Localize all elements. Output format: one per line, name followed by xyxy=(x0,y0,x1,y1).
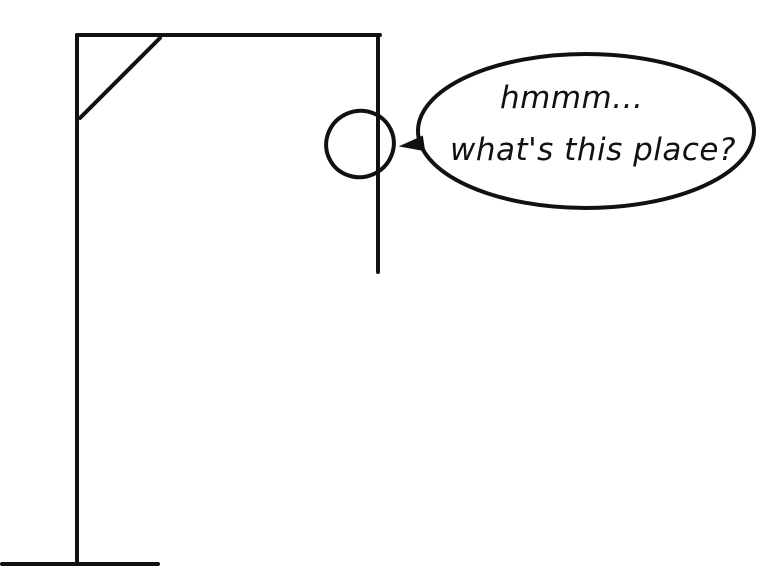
gallows-frame xyxy=(0,33,382,566)
speech-bubble-outline xyxy=(416,52,756,210)
speech-line-2: what's this place? xyxy=(450,132,736,168)
speech-bubble: hmmm... what's this place? xyxy=(398,52,756,210)
head-circle xyxy=(324,108,396,180)
gallows-brace xyxy=(78,36,162,120)
speech-line-1: hmmm... xyxy=(500,80,643,116)
speech-bubble-tail xyxy=(398,135,426,152)
